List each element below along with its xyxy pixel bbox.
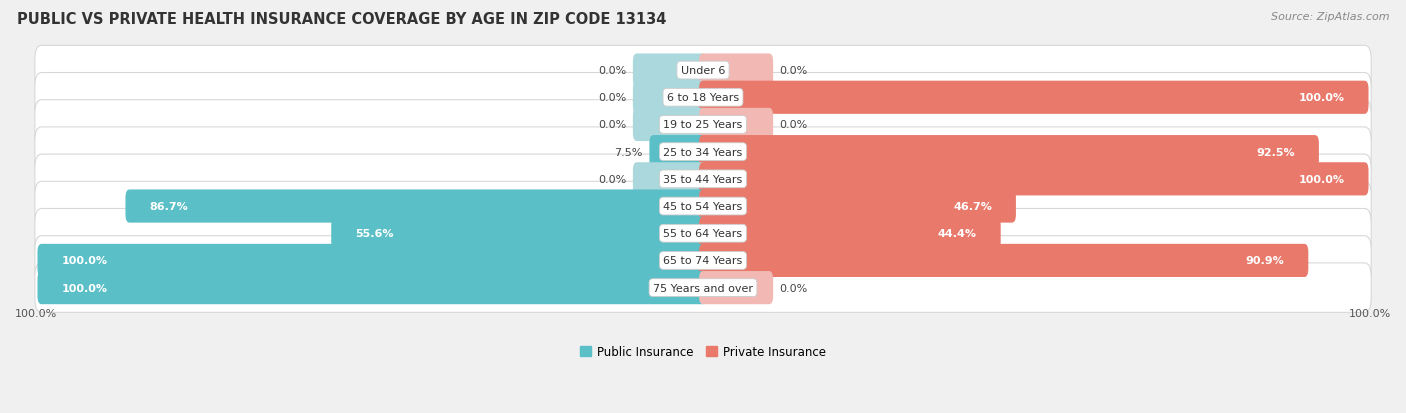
Text: PUBLIC VS PRIVATE HEALTH INSURANCE COVERAGE BY AGE IN ZIP CODE 13134: PUBLIC VS PRIVATE HEALTH INSURANCE COVER… [17, 12, 666, 27]
Text: 44.4%: 44.4% [938, 229, 977, 239]
Text: 0.0%: 0.0% [780, 66, 808, 76]
FancyBboxPatch shape [38, 244, 707, 278]
FancyBboxPatch shape [35, 155, 1371, 204]
FancyBboxPatch shape [332, 217, 707, 250]
Text: 0.0%: 0.0% [780, 120, 808, 130]
FancyBboxPatch shape [699, 190, 1017, 223]
FancyBboxPatch shape [633, 163, 707, 196]
Text: 65 to 74 Years: 65 to 74 Years [664, 256, 742, 266]
Text: 46.7%: 46.7% [953, 202, 993, 211]
Text: 100.0%: 100.0% [62, 283, 107, 293]
Text: 35 to 44 Years: 35 to 44 Years [664, 174, 742, 184]
FancyBboxPatch shape [125, 190, 707, 223]
Text: 0.0%: 0.0% [780, 283, 808, 293]
Text: 55.6%: 55.6% [356, 229, 394, 239]
FancyBboxPatch shape [699, 81, 1368, 114]
Text: 6 to 18 Years: 6 to 18 Years [666, 93, 740, 103]
Text: 100.0%: 100.0% [62, 256, 107, 266]
FancyBboxPatch shape [38, 271, 707, 304]
FancyBboxPatch shape [699, 136, 1319, 169]
FancyBboxPatch shape [699, 271, 773, 304]
Text: Source: ZipAtlas.com: Source: ZipAtlas.com [1271, 12, 1389, 22]
Text: 55 to 64 Years: 55 to 64 Years [664, 229, 742, 239]
FancyBboxPatch shape [699, 244, 1309, 278]
Text: 86.7%: 86.7% [149, 202, 188, 211]
Text: 92.5%: 92.5% [1257, 147, 1295, 157]
Legend: Public Insurance, Private Insurance: Public Insurance, Private Insurance [575, 340, 831, 363]
Text: 100.0%: 100.0% [15, 309, 58, 319]
Text: 100.0%: 100.0% [1299, 174, 1344, 184]
Text: 25 to 34 Years: 25 to 34 Years [664, 147, 742, 157]
FancyBboxPatch shape [633, 109, 707, 142]
FancyBboxPatch shape [35, 182, 1371, 231]
FancyBboxPatch shape [699, 217, 1001, 250]
FancyBboxPatch shape [633, 55, 707, 88]
Text: 75 Years and over: 75 Years and over [652, 283, 754, 293]
Text: 0.0%: 0.0% [598, 120, 626, 130]
Text: 45 to 54 Years: 45 to 54 Years [664, 202, 742, 211]
Text: 0.0%: 0.0% [598, 174, 626, 184]
FancyBboxPatch shape [35, 236, 1371, 285]
Text: 7.5%: 7.5% [614, 147, 643, 157]
FancyBboxPatch shape [699, 163, 1368, 196]
FancyBboxPatch shape [35, 128, 1371, 177]
FancyBboxPatch shape [35, 74, 1371, 123]
FancyBboxPatch shape [699, 55, 773, 88]
FancyBboxPatch shape [650, 136, 707, 169]
Text: 100.0%: 100.0% [1348, 309, 1391, 319]
FancyBboxPatch shape [35, 46, 1371, 95]
FancyBboxPatch shape [35, 263, 1371, 313]
Text: 19 to 25 Years: 19 to 25 Years [664, 120, 742, 130]
Text: 0.0%: 0.0% [598, 93, 626, 103]
FancyBboxPatch shape [633, 81, 707, 114]
FancyBboxPatch shape [699, 109, 773, 142]
FancyBboxPatch shape [35, 100, 1371, 150]
Text: 0.0%: 0.0% [598, 66, 626, 76]
FancyBboxPatch shape [35, 209, 1371, 259]
Text: 100.0%: 100.0% [1299, 93, 1344, 103]
Text: Under 6: Under 6 [681, 66, 725, 76]
Text: 90.9%: 90.9% [1246, 256, 1285, 266]
